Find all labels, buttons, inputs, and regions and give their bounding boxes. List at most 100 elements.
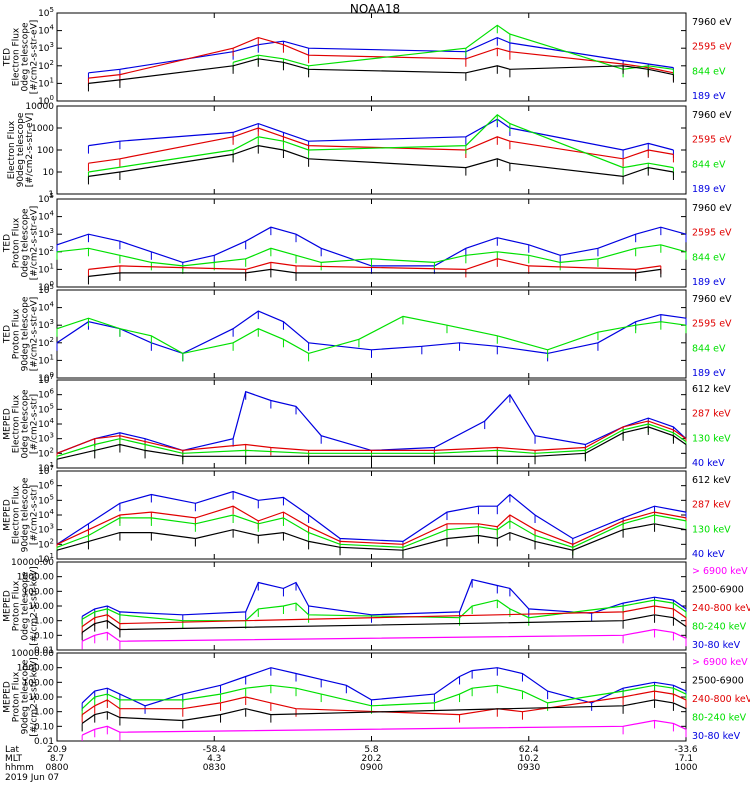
y-tick-label: 100 <box>38 371 54 384</box>
y-axis-label-line: Electron Flux <box>12 394 22 453</box>
y-tick-label: 10.00 <box>28 693 54 703</box>
y-tick-label: 0.10 <box>34 631 54 641</box>
series-line-red <box>56 420 687 454</box>
y-tick-label: 105 <box>38 192 54 205</box>
y-tick-label: 10000.00 <box>11 649 54 659</box>
y-tick-label: 107 <box>38 373 54 386</box>
y-axis-label-line: 90deg telescope <box>21 477 31 552</box>
time-axis-value: 7.1 <box>679 754 693 764</box>
y-tick-label: 0.10 <box>34 722 54 732</box>
panel-frame <box>56 105 687 195</box>
y-tick-label: 104 <box>38 417 54 430</box>
legend-entry: > 6900 keV <box>692 566 748 577</box>
y-tick-label: 100 <box>38 280 54 293</box>
y-tick-label: 101 <box>38 552 54 565</box>
y-tick-label: 105 <box>38 6 54 19</box>
y-tick-label: 101 <box>38 76 54 89</box>
y-tick-label: 107 <box>38 464 54 477</box>
y-tick-label: 100.00 <box>23 587 55 597</box>
y-axis-label-line: [#/cm2-s-str-eV] <box>30 206 40 281</box>
y-tick-label: 102 <box>38 245 54 258</box>
series-line-magenta <box>81 719 687 736</box>
y-tick-label: 105 <box>38 283 54 296</box>
series-line-black <box>81 699 687 724</box>
time-axis-value: 20.9 <box>47 745 67 755</box>
legend-entry: 2595 eV <box>692 228 732 239</box>
y-tick-label: 104 <box>38 301 54 314</box>
time-axis-value: 5.8 <box>364 745 379 755</box>
legend-entry: 40 keV <box>692 549 725 560</box>
legend-entry: 7960 eV <box>692 203 732 214</box>
y-axis-label-line: 90deg telescope <box>21 659 31 734</box>
series-line-red <box>88 258 661 271</box>
series-line-blue <box>88 36 674 74</box>
series-line-red <box>81 605 687 627</box>
legend-entry: > 6900 keV <box>692 657 748 668</box>
y-tick-label: 104 <box>38 210 54 223</box>
legend-entry: 2595 eV <box>692 135 732 146</box>
legend-entry: 2595 eV <box>692 319 732 330</box>
legend-entry: 130 keV <box>692 524 731 535</box>
time-axis-value: 1000 <box>675 763 698 773</box>
y-axis-label: MEPED Electron Flux 0deg telescope [#/cm2-s… <box>3 389 40 459</box>
y-tick-label: 103 <box>38 227 54 240</box>
time-axis-value: 0900 <box>360 763 383 773</box>
legend-entry: 130 keV <box>692 433 731 444</box>
time-axis-value: 8.7 <box>50 754 64 764</box>
y-axis-label-line: [#/cm2-s-str-keV] <box>30 657 40 736</box>
legend-entry: 2595 eV <box>692 42 732 53</box>
series-line-magenta <box>81 628 687 642</box>
legend-entry: 80-240 keV <box>692 622 747 633</box>
y-axis-label: TED Electron Flux 0deg telescope [#/cm2-s-s… <box>3 20 40 95</box>
legend-entry: 844 eV <box>692 159 726 170</box>
time-axis-value: -58.4 <box>203 745 227 755</box>
y-tick-label: 104 <box>38 508 54 521</box>
series-line-red <box>88 127 674 164</box>
y-axis-label-line: 0deg telescope <box>21 22 31 92</box>
time-axis-value: 4.3 <box>207 754 221 764</box>
y-tick-label: 1.00 <box>34 708 54 718</box>
y-tick-label: 1.00 <box>34 617 54 627</box>
legend-entry: 30-80 keV <box>692 640 741 651</box>
time-axis-value: 0800 <box>46 763 69 773</box>
time-axis-value: 62.4 <box>519 745 539 755</box>
y-axis-label: MEPED Proton Flux 0deg telescope [#/cm2-s-s… <box>3 566 40 645</box>
y-axis-label-line: TED <box>3 325 13 344</box>
y-tick-label: 102 <box>38 537 54 550</box>
y-axis-label: MEPED Electron Flux 90deg telescope [#/cm2-… <box>3 477 40 552</box>
y-axis-label-line: [#/cm2-s-str-eV] <box>25 113 35 188</box>
y-tick-label: 103 <box>38 41 54 54</box>
legend-entry: 189 eV <box>692 91 726 102</box>
y-axis-label-line: MEPED <box>3 681 13 713</box>
y-tick-label: 103 <box>38 523 54 536</box>
series-line-blue <box>56 490 687 545</box>
series-line-black <box>88 144 674 178</box>
y-axis-label-line: Electron Flux <box>7 120 17 179</box>
y-axis-label-line: 0deg telescope <box>21 571 31 641</box>
y-axis-label-line: Proton Flux <box>12 217 22 268</box>
y-tick-label: 100 <box>37 146 54 156</box>
legend-entry: 7960 eV <box>692 294 732 305</box>
legend-entry: 240-800 keV <box>692 603 750 614</box>
time-axis-value: 0930 <box>517 763 540 773</box>
legend-entry: 844 eV <box>692 66 726 77</box>
y-tick-label: 101 <box>38 461 54 474</box>
panel-8: 0.010.101.0010.00100.001000.0010000.00ME… <box>3 649 750 747</box>
y-axis-label-line: [#/cm2-s-str-keV] <box>30 566 40 645</box>
y-tick-label: 103 <box>38 318 54 331</box>
y-tick-label: 10000 <box>25 102 54 112</box>
legend-entry: 240-800 keV <box>692 694 750 705</box>
legend-entry: 612 keV <box>692 475 731 486</box>
y-axis-label-line: TED <box>3 234 13 253</box>
y-axis-label: TED Proton Flux 0deg telescope [#/cm2-s-str… <box>3 206 40 281</box>
y-axis-label-line: [#/cm2-s-str-eV] <box>30 297 40 372</box>
legend-entry: 7960 eV <box>692 17 732 28</box>
series-line-blue <box>56 310 687 355</box>
